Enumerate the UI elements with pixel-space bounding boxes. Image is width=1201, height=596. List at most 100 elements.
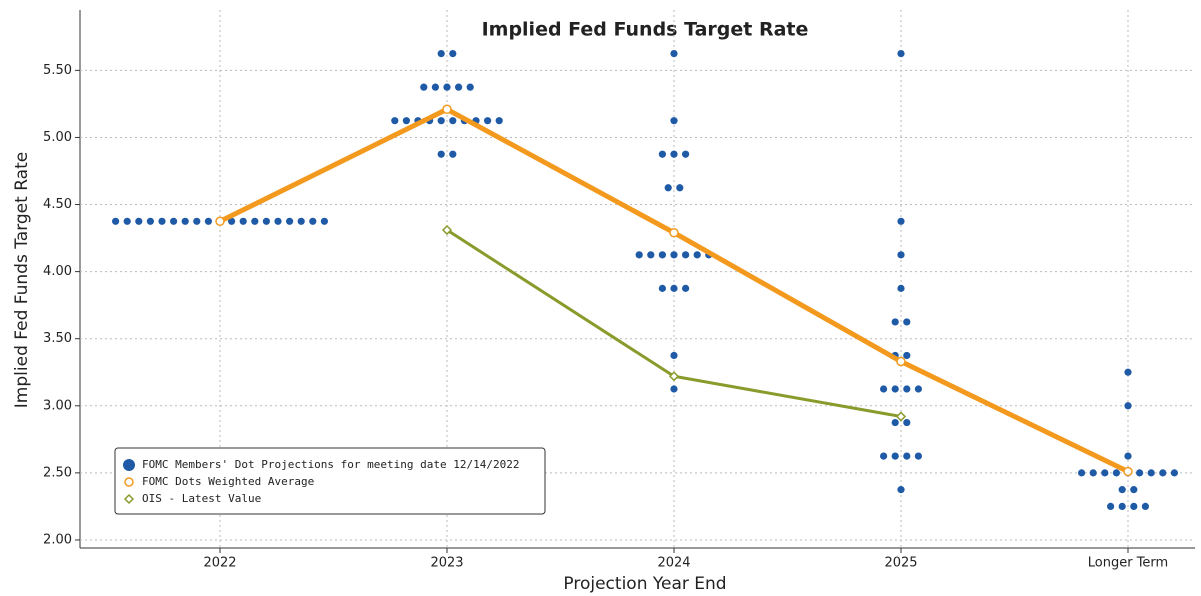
dot (449, 50, 457, 58)
dot (146, 217, 154, 225)
marker (896, 356, 906, 367)
dot (1124, 368, 1132, 376)
dot (1118, 486, 1126, 494)
dot (670, 251, 678, 259)
dot (891, 385, 899, 393)
dot (914, 452, 923, 460)
legend-swatch (123, 493, 135, 505)
dot (880, 452, 888, 460)
legend-label: FOMC Members' Dot Projections for meetin… (142, 458, 520, 471)
dot (204, 217, 212, 225)
y-tick-label: 3.00 (43, 398, 72, 413)
dot (664, 184, 672, 192)
dot (897, 486, 905, 494)
dot (112, 217, 120, 225)
dot (670, 284, 678, 292)
dot (1124, 452, 1132, 460)
marker (442, 104, 452, 115)
dot (903, 418, 911, 427)
dot (891, 452, 899, 460)
dot (228, 217, 236, 225)
y-tick-label: 3.50 (43, 331, 72, 346)
dot (670, 50, 678, 58)
y-tick-label: 2.50 (43, 465, 72, 480)
dot (658, 150, 667, 158)
dot (1078, 469, 1086, 477)
dot (449, 117, 457, 125)
dot (670, 385, 678, 393)
dot (903, 452, 911, 460)
dot (1130, 502, 1138, 511)
dot (897, 251, 905, 259)
dot (1118, 502, 1126, 511)
dot (1147, 469, 1155, 477)
y-tick-label: 4.50 (43, 197, 72, 212)
marker (668, 371, 680, 382)
dot (914, 385, 923, 393)
dot (181, 217, 189, 225)
marker (1123, 466, 1133, 477)
dot (402, 117, 410, 125)
dot (897, 217, 905, 225)
dot (309, 217, 317, 225)
dot (420, 83, 428, 91)
dot (676, 184, 684, 192)
dot (903, 385, 911, 393)
dot (658, 251, 667, 259)
dot (1141, 502, 1149, 511)
dot (897, 284, 905, 292)
dot (670, 150, 678, 158)
dot (193, 217, 201, 225)
dot (431, 83, 439, 91)
dot (437, 50, 445, 58)
dot (891, 418, 899, 427)
marker (895, 411, 907, 422)
dot (693, 251, 701, 259)
dot (880, 385, 888, 393)
dot (297, 217, 305, 225)
dot (635, 251, 643, 259)
dot (670, 117, 678, 125)
dot (903, 351, 911, 360)
dot (682, 251, 690, 259)
legend-box (114, 447, 546, 515)
marker (215, 216, 225, 227)
x-tick-label: 2022 (203, 556, 236, 571)
dot (891, 318, 899, 326)
legend-label: OIS - Latest Value (142, 492, 261, 505)
y-tick-label: 5.50 (43, 63, 72, 78)
dot (158, 217, 166, 225)
x-axis-label: Projection Year End (563, 574, 726, 594)
dot (437, 117, 445, 125)
dot (1101, 469, 1109, 477)
dot (495, 117, 503, 125)
y-tick-label: 4.00 (43, 264, 72, 279)
dot (1112, 469, 1120, 477)
dot (1170, 469, 1178, 477)
dot (466, 83, 474, 91)
dot (443, 83, 451, 91)
dot (1130, 486, 1138, 494)
dot (670, 351, 678, 360)
dot (897, 50, 905, 58)
dot (135, 217, 143, 225)
dot (455, 83, 463, 91)
y-tick-label: 2.00 (43, 532, 72, 547)
dot (1159, 469, 1167, 477)
dot (1107, 502, 1115, 511)
dot (170, 217, 178, 225)
legend-swatch (123, 459, 135, 471)
dot (1089, 469, 1097, 477)
dot (1136, 469, 1144, 477)
dot (286, 217, 294, 225)
y-axis-label: Implied Fed Funds Target Rate (12, 152, 32, 408)
x-tick-label: 2025 (884, 556, 917, 571)
y-tick-label: 5.00 (43, 130, 72, 145)
dot (449, 150, 457, 158)
dot (484, 117, 492, 125)
dot (391, 117, 399, 125)
legend: FOMC Members' Dot Projections for meetin… (114, 447, 546, 515)
dot (239, 217, 247, 225)
dot (437, 150, 445, 158)
